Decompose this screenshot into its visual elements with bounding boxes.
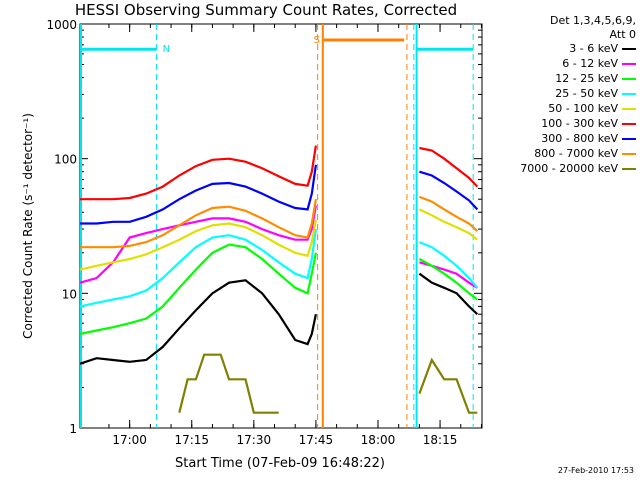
x-tick-label: 17:45 bbox=[299, 433, 334, 447]
legend-item: 25 - 50 keV bbox=[490, 87, 640, 101]
series-line bbox=[419, 195, 479, 232]
legend-swatch bbox=[622, 93, 636, 95]
y-tick-label: 10 bbox=[62, 287, 77, 301]
legend-item-label: 7000 - 20000 keV bbox=[520, 162, 618, 175]
legend-swatch bbox=[622, 168, 636, 170]
legend-item: 6 - 12 keV bbox=[490, 57, 640, 71]
legend-item-label: 50 - 100 keV bbox=[548, 102, 618, 115]
legend-swatch bbox=[622, 48, 636, 50]
legend-swatch bbox=[622, 78, 636, 80]
series-line bbox=[79, 219, 317, 271]
legend-swatch bbox=[622, 123, 636, 125]
chart-title: HESSI Observing Summary Count Rates, Cor… bbox=[75, 1, 457, 19]
series-line bbox=[79, 279, 317, 365]
series-line bbox=[79, 243, 317, 335]
legend-swatch bbox=[622, 63, 636, 65]
series-line bbox=[419, 261, 478, 289]
legend-item-label: 3 - 6 keV bbox=[569, 42, 618, 55]
series-line bbox=[419, 170, 479, 211]
series-line bbox=[178, 353, 279, 414]
plot-frame bbox=[79, 23, 483, 429]
series-line bbox=[418, 208, 478, 241]
legend-item-label: 300 - 800 keV bbox=[541, 132, 618, 145]
series-line bbox=[418, 272, 479, 316]
timestamp-stamp: 27-Feb-2010 17:53 bbox=[557, 466, 634, 475]
legend-item-label: 25 - 50 keV bbox=[555, 87, 618, 100]
legend-item-label: 12 - 25 keV bbox=[555, 72, 618, 85]
legend-item: 100 - 300 keV bbox=[490, 117, 640, 131]
x-tick-label: 17:15 bbox=[174, 433, 209, 447]
legend-swatch bbox=[622, 138, 636, 140]
legend-item: 12 - 25 keV bbox=[490, 72, 640, 86]
series-line bbox=[80, 164, 317, 225]
x-tick-label: 17:30 bbox=[237, 433, 272, 447]
legend-item-label: 6 - 12 keV bbox=[562, 57, 618, 70]
legend-header-line: Att 0 bbox=[609, 28, 636, 41]
series-line bbox=[79, 205, 317, 284]
series-line bbox=[418, 357, 478, 414]
legend-item: 800 - 7000 keV bbox=[490, 147, 640, 161]
legend-swatch bbox=[622, 108, 636, 110]
legend-item-label: 800 - 7000 keV bbox=[534, 147, 618, 160]
series-line bbox=[418, 241, 479, 289]
legend-header-line: Det 1,3,4,5,6,9, bbox=[549, 14, 636, 27]
x-axis-label: Start Time (07-Feb-09 16:48:22) bbox=[175, 456, 385, 471]
y-axis-label: Corrected Count Rate (s⁻¹ detector⁻¹) bbox=[21, 113, 35, 339]
x-tick-label: 17:00 bbox=[112, 433, 147, 447]
x-tick-label: 18:00 bbox=[361, 433, 396, 447]
legend-swatch bbox=[622, 153, 636, 155]
legend-item: 3 - 6 keV bbox=[490, 42, 640, 56]
legend-item: 7000 - 20000 keV bbox=[490, 162, 640, 176]
legend-item-label: 100 - 300 keV bbox=[541, 117, 618, 130]
legend-item: 300 - 800 keV bbox=[490, 132, 640, 146]
legend-item: 50 - 100 keV bbox=[490, 102, 640, 116]
series-line bbox=[80, 199, 317, 249]
y-tick-label: 1 bbox=[69, 422, 77, 436]
series-line bbox=[418, 258, 478, 301]
series-line bbox=[80, 145, 317, 201]
y-tick-label: 1000 bbox=[46, 18, 77, 32]
annotation-label: S bbox=[314, 35, 320, 46]
y-tick-label: 100 bbox=[54, 153, 77, 167]
series-line bbox=[419, 146, 479, 188]
annotation-label: N bbox=[163, 44, 170, 55]
x-tick-label: 18:15 bbox=[423, 433, 458, 447]
series-line bbox=[79, 228, 317, 308]
